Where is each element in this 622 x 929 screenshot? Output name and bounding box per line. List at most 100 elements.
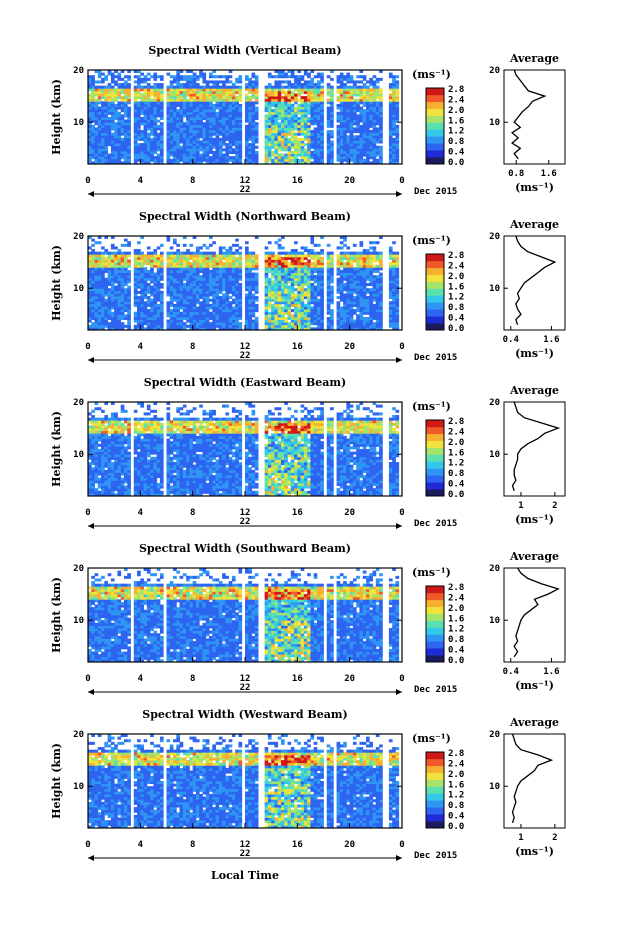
heatmap-cell [366,122,370,126]
heatmap-cell [88,298,92,302]
heatmap-cell [120,88,125,92]
heatmap-cell [202,259,207,263]
heatmap-cell [202,301,207,305]
heatmap-cell [94,288,99,292]
heatmap-cell [395,80,400,84]
heatmap-cell [107,106,112,110]
heatmap-cell [218,143,223,147]
heatmap-cell [91,277,95,281]
heatmap-cell [277,246,282,250]
heatmap-cell [127,98,131,102]
heatmap-cell [179,75,184,79]
heatmap-cell [359,88,364,92]
heatmap-cell [192,283,197,287]
heatmap-cell [176,262,180,266]
heatmap-cell [101,269,105,273]
heatmap-cell [140,316,144,320]
heatmap-cell [225,275,230,279]
heatmap-cell [156,85,161,89]
heatmap-cell [94,280,99,284]
heatmap-cell [186,145,190,149]
heatmap-cell [231,285,236,289]
heatmap-cell [176,122,180,126]
heatmap-cell [248,96,252,100]
heatmap-cell [330,316,334,320]
heatmap-cell [251,259,256,263]
heatmap-cell [307,135,311,139]
heatmap-cell [222,309,226,313]
heatmap-cell [379,77,383,81]
heatmap-cell [392,117,396,121]
heatmap-cell [248,296,252,300]
heatmap-cell [310,249,315,253]
heatmap-cell [150,277,154,281]
heatmap-cell [326,259,331,263]
heatmap-cell [235,96,239,100]
heatmap-cell [101,156,105,160]
heatmap-cell [231,324,236,328]
heatmap-cell [362,101,367,105]
heatmap-cell [97,283,102,287]
heatmap-cell [349,306,354,310]
heatmap-cell [267,314,272,318]
heatmap-cell [297,285,301,289]
heatmap-cell [209,290,213,294]
heatmap-cell [107,275,112,279]
heatmap-cell [254,114,259,118]
heatmap-cell [307,267,311,271]
heatmap-cell [320,140,324,144]
heatmap-cell [330,70,334,74]
heatmap-cell [182,267,187,271]
heatmap-cell [133,283,138,287]
heatmap-cell [186,272,190,276]
heatmap-cell [245,249,249,253]
heatmap-cell [127,75,131,79]
heatmap-cell [156,285,161,289]
heatmap-cell [143,316,148,320]
heatmap-cell [245,111,249,115]
panel-title: Spectral Width (Vertical Beam) [148,44,341,57]
heatmap-cell [140,150,144,154]
heatmap-cell [274,269,279,273]
heatmap-cell [352,259,357,263]
heatmap-cell [140,298,144,302]
heatmap-cell [218,277,223,281]
heatmap-cell [245,124,249,128]
heatmap-cell [379,140,383,144]
heatmap-cell [228,103,233,107]
heatmap-cell [140,275,144,279]
heatmap-cell [366,103,370,107]
heatmap-cell [228,127,233,131]
heatmap-cell [248,77,252,81]
heatmap-cell [287,96,292,100]
heatmap-cell [320,143,324,147]
heatmap-cell [339,306,344,310]
heatmap-cell [101,153,105,157]
heatmap-cell [159,251,164,255]
heatmap-cell [127,251,131,255]
heatmap-cell [330,275,334,279]
heatmap-cell [339,156,344,160]
heatmap-cell [166,306,171,310]
heatmap-cell [186,143,190,147]
heatmap-cell [195,93,200,97]
heatmap-cell [156,324,161,328]
heatmap-cell [231,106,236,110]
heatmap-cell [274,264,279,268]
heatmap-cell [264,153,269,157]
heatmap-cell [189,277,194,281]
heatmap-cell [366,117,370,121]
heatmap-cell [316,293,321,297]
heatmap-cell [153,132,158,136]
heatmap-cell [176,275,180,279]
heatmap-cell [274,111,279,115]
heatmap-cell [264,254,269,258]
heatmap-cell [153,161,158,165]
heatmap-cell [352,130,357,134]
heatmap-cell [205,148,210,152]
heatmap-cell [189,314,194,318]
heatmap-cell [238,75,243,79]
heatmap-cell [153,143,158,147]
heatmap-cell [287,130,292,134]
heatmap-cell [107,98,112,102]
